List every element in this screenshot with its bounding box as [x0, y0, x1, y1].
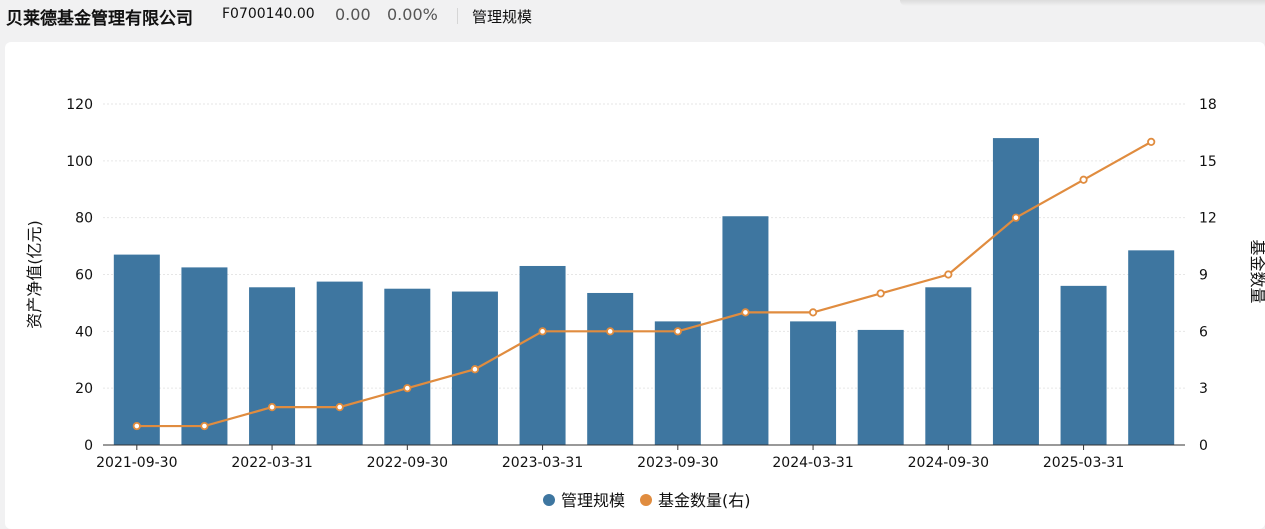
line-series [132, 137, 1156, 431]
bar-2023-03-31 [519, 265, 566, 445]
x-tick-label: 2024-09-30 [908, 455, 989, 471]
bar-2021-09-30 [113, 254, 160, 445]
legend-label-scale[interactable]: 管理规模 [561, 491, 625, 510]
y-tick-label: 100 [66, 154, 93, 170]
x-tick-label: 2021-09-30 [96, 455, 177, 471]
y-right-tick-label: 6 [1199, 324, 1208, 340]
fund-code: F0700140.00 [222, 6, 315, 22]
bar-2022-03-31 [249, 287, 296, 445]
fund-count-point-2022-03-31 [267, 403, 277, 412]
y-right-axis-title: 基金数量 [1248, 239, 1265, 303]
bar-2022-09-30 [384, 288, 431, 445]
x-tick-label: 2024-03-31 [772, 455, 853, 471]
fund-count-point-2022-12-31 [470, 365, 480, 374]
x-tick-label: 2022-09-30 [367, 455, 448, 471]
bar-2021-12-31 [181, 267, 228, 445]
y-right-tick-label: 15 [1199, 154, 1217, 170]
fund-count-point-2022-06-30 [335, 403, 344, 412]
y-right-tick-label: 9 [1199, 268, 1208, 284]
y-right-tick-label: 18 [1199, 97, 1217, 113]
company-name: 贝莱德基金管理有限公司 [6, 9, 193, 29]
fund-count-line [136, 140, 1152, 428]
legend-marker-fund-count[interactable] [640, 494, 652, 506]
legend-marker-scale[interactable] [543, 494, 555, 506]
x-tick-label: 2023-03-31 [502, 455, 583, 471]
price-value: 0.00 [335, 5, 371, 24]
legend[interactable]: 管理规模 基金数量(右) [543, 491, 751, 510]
fund-count-point-2023-09-30 [673, 327, 682, 336]
bar-2024-03-31 [790, 321, 837, 445]
bar-2023-06-30 [587, 292, 634, 445]
x-tick-label: 2022-03-31 [231, 455, 312, 471]
bar-2022-06-30 [316, 281, 363, 445]
y-tick-label: 60 [75, 268, 93, 284]
fund-count-point-2024-09-30 [944, 270, 953, 279]
y-tick-label: 0 [84, 438, 93, 454]
x-tick-label: 2023-09-30 [637, 455, 718, 471]
legend-label-fund-count[interactable]: 基金数量(右) [658, 491, 751, 510]
y-tick-label: 80 [75, 211, 93, 227]
bar-2024-12-31 [992, 138, 1039, 445]
tab-management-scale[interactable]: 管理规模 [472, 8, 533, 26]
fund-count-point-2021-12-31 [200, 421, 209, 431]
bar-2024-09-30 [925, 287, 972, 445]
axes [103, 444, 1185, 450]
bar-2023-09-30 [654, 321, 701, 445]
bar-2025-06-30 [1128, 250, 1175, 445]
fund-count-point-2025-06-30 [1147, 137, 1156, 146]
y-right-tick-label: 3 [1199, 381, 1208, 397]
y-right-tick-label: 0 [1199, 438, 1208, 454]
y-tick-label: 120 [66, 97, 93, 113]
fund-count-point-2022-09-30 [403, 384, 412, 393]
fund-count-point-2023-03-31 [538, 327, 547, 336]
x-tick-label: 2025-03-31 [1043, 455, 1124, 471]
fund-count-point-2025-03-31 [1079, 175, 1088, 184]
fund-count-point-2024-03-31 [808, 308, 818, 317]
y-tick-label: 40 [75, 324, 93, 340]
change-percent: 0.00% [387, 5, 438, 24]
header-divider [457, 8, 458, 24]
bar-2025-03-31 [1060, 285, 1107, 445]
axis-labels: 0 20 40 60 80 100 120 0 3 6 9 12 15 18 2021-09-30 2022-… [25, 97, 1265, 471]
y-right-tick-label: 12 [1199, 211, 1217, 227]
top-panel-edge [900, 0, 1265, 6]
y-tick-label: 20 [75, 381, 93, 397]
bar-series [113, 138, 1175, 445]
fund-count-point-2023-12-31 [741, 308, 750, 317]
bar-2023-12-31 [722, 216, 769, 445]
y-axis-title: 资产净值(亿元) [25, 220, 44, 329]
fund-count-point-2023-06-30 [606, 327, 615, 336]
bar-2024-06-30 [857, 329, 904, 445]
fund-count-point-2024-06-30 [876, 289, 885, 298]
fund-count-point-2021-09-30 [132, 421, 141, 431]
fund-count-point-2024-12-31 [1011, 213, 1021, 222]
header-bar: 贝莱德基金管理有限公司 F0700140.00 0.00 0.00% 管理规模 [0, 0, 1265, 34]
